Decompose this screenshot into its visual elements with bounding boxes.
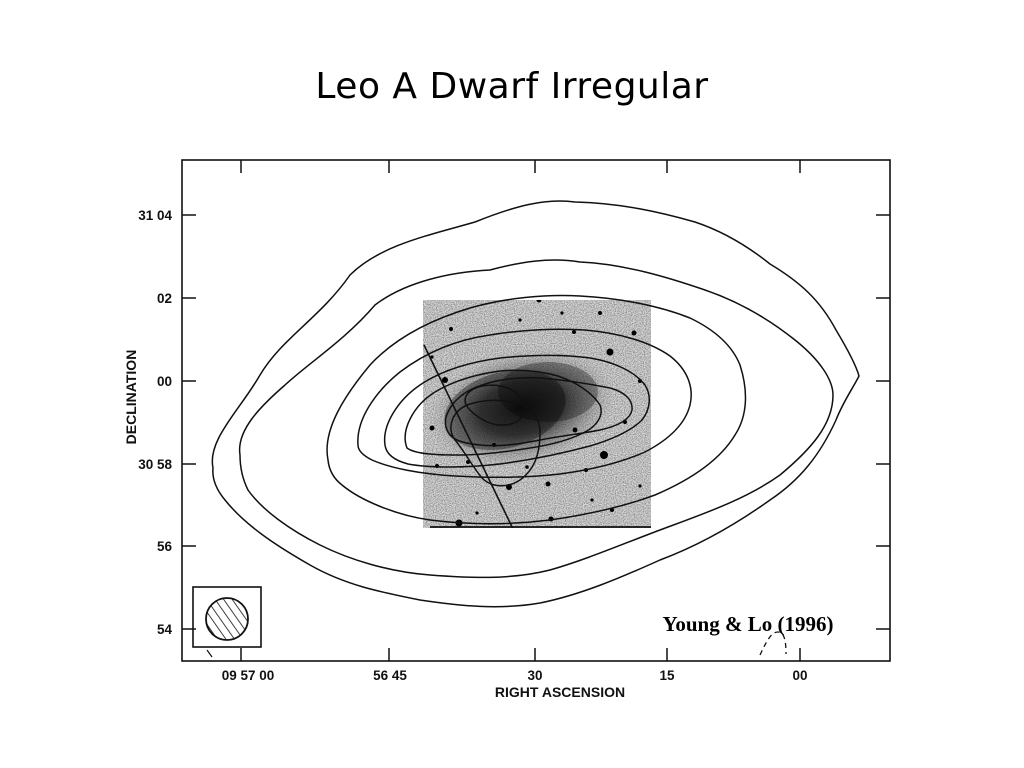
hi-contours bbox=[211, 200, 860, 608]
optical-image bbox=[423, 300, 651, 528]
contour-level-3 bbox=[326, 294, 747, 525]
x-axis-ticks bbox=[240, 160, 801, 661]
slide-title: Leo A Dwarf Irregular bbox=[315, 66, 709, 107]
x-tick-label: 00 bbox=[792, 668, 807, 683]
y-tick-label: 56 bbox=[157, 539, 173, 554]
y-tick-label: 54 bbox=[157, 622, 173, 637]
x-tick-labels: 09 57 00 56 45 30 15 00 bbox=[222, 668, 808, 683]
contour-level-6 bbox=[404, 369, 602, 456]
y-axis-label: DECLINATION bbox=[123, 350, 139, 445]
x-tick-label: 56 45 bbox=[373, 668, 407, 683]
x-tick-label: 09 57 00 bbox=[222, 668, 275, 683]
y-tick-label: 00 bbox=[157, 374, 172, 389]
plot-frame bbox=[181, 159, 891, 662]
figure-credit: Young & Lo (1996) bbox=[663, 612, 834, 636]
contour-level-1 bbox=[211, 200, 860, 608]
contour-level-2 bbox=[238, 259, 834, 579]
contour-level-4 bbox=[357, 328, 692, 479]
contour-level-9 bbox=[464, 384, 526, 426]
contour-level-7 bbox=[444, 377, 633, 447]
x-axis-label: RIGHT ASCENSION bbox=[495, 684, 625, 700]
y-tick-label: 31 04 bbox=[138, 208, 172, 223]
y-tick-labels: 31 04 02 00 30 58 56 54 bbox=[138, 208, 172, 637]
y-axis-ticks bbox=[182, 214, 890, 630]
x-tick-label: 15 bbox=[659, 668, 675, 683]
contour-level-5 bbox=[383, 354, 650, 468]
y-tick-label: 30 58 bbox=[138, 457, 172, 472]
dashed-contour-fragment bbox=[759, 631, 787, 656]
y-tick-label: 02 bbox=[157, 291, 172, 306]
contour-level-8 bbox=[450, 399, 541, 487]
x-tick-label: 30 bbox=[527, 668, 542, 683]
beam-inset bbox=[192, 586, 262, 658]
